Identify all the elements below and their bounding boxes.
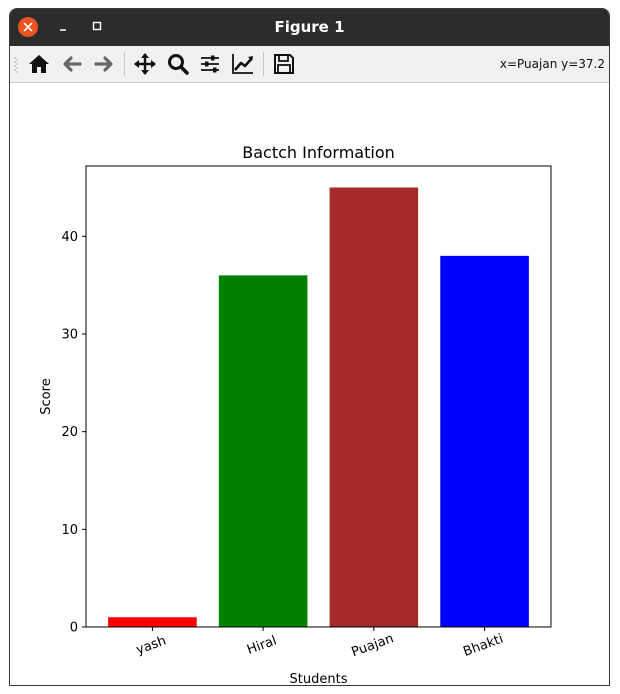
toolbar-separator <box>263 52 264 76</box>
save-floppy-icon <box>274 54 294 74</box>
x-tick-label: yash <box>134 633 168 658</box>
y-tick-label: 20 <box>61 425 78 440</box>
back-button[interactable] <box>59 51 85 77</box>
minimize-button[interactable] <box>54 17 74 37</box>
home-icon <box>29 55 49 73</box>
configure-subplots-button[interactable] <box>197 51 223 77</box>
forward-button[interactable] <box>91 51 117 77</box>
save-button[interactable] <box>271 51 297 77</box>
x-tick-label: Puajan <box>350 631 396 660</box>
back-arrow-icon <box>63 56 82 72</box>
x-axis-label: Students <box>290 672 348 686</box>
pan-move-icon <box>134 53 156 75</box>
edit-axes-icon <box>232 54 253 74</box>
chart-title: Bactch Information <box>242 143 395 162</box>
maximize-icon <box>92 21 102 31</box>
bar-yash <box>108 617 197 627</box>
minimize-icon <box>60 29 66 31</box>
configure-subplots-icon <box>201 55 219 73</box>
figure-window: Figure 1 <box>9 8 610 686</box>
close-icon <box>23 22 33 32</box>
bar-chart: Bactch Information 0 10 20 30 40 yash Hiral Pu… <box>39 143 552 686</box>
zoom-magnifier-icon <box>168 54 189 75</box>
zoom-button[interactable] <box>165 51 191 77</box>
forward-arrow-icon <box>94 56 113 72</box>
bar-bhakti <box>440 255 529 627</box>
home-button[interactable] <box>26 51 52 77</box>
bar-hiral <box>218 275 308 627</box>
window-title: Figure 1 <box>274 18 345 36</box>
y-tick-label: 0 <box>70 621 78 636</box>
close-button[interactable] <box>18 17 38 37</box>
y-tick-label: 10 <box>61 523 78 538</box>
y-tick-label: 30 <box>61 327 78 342</box>
title-bar[interactable]: Figure 1 <box>10 9 609 46</box>
y-axis-label: Score <box>39 378 54 414</box>
toolbar-grip-icon[interactable] <box>14 56 18 73</box>
x-tick-label: Hiral <box>245 633 279 657</box>
toolbar-separator <box>124 52 125 76</box>
x-tick-label: Bhakti <box>461 632 505 660</box>
toolbar: x=Puajan y=37.2 <box>10 46 609 83</box>
edit-axes-button[interactable] <box>230 51 256 77</box>
coordinate-readout: x=Puajan y=37.2 <box>499 57 605 71</box>
y-tick-label: 40 <box>61 230 78 245</box>
bar-puajan <box>329 187 419 627</box>
pan-button[interactable] <box>132 51 158 77</box>
figure-canvas[interactable]: Bactch Information 0 10 20 30 40 yash Hiral Pu… <box>10 83 609 686</box>
maximize-button[interactable] <box>88 17 108 37</box>
axes-frame <box>85 165 552 628</box>
